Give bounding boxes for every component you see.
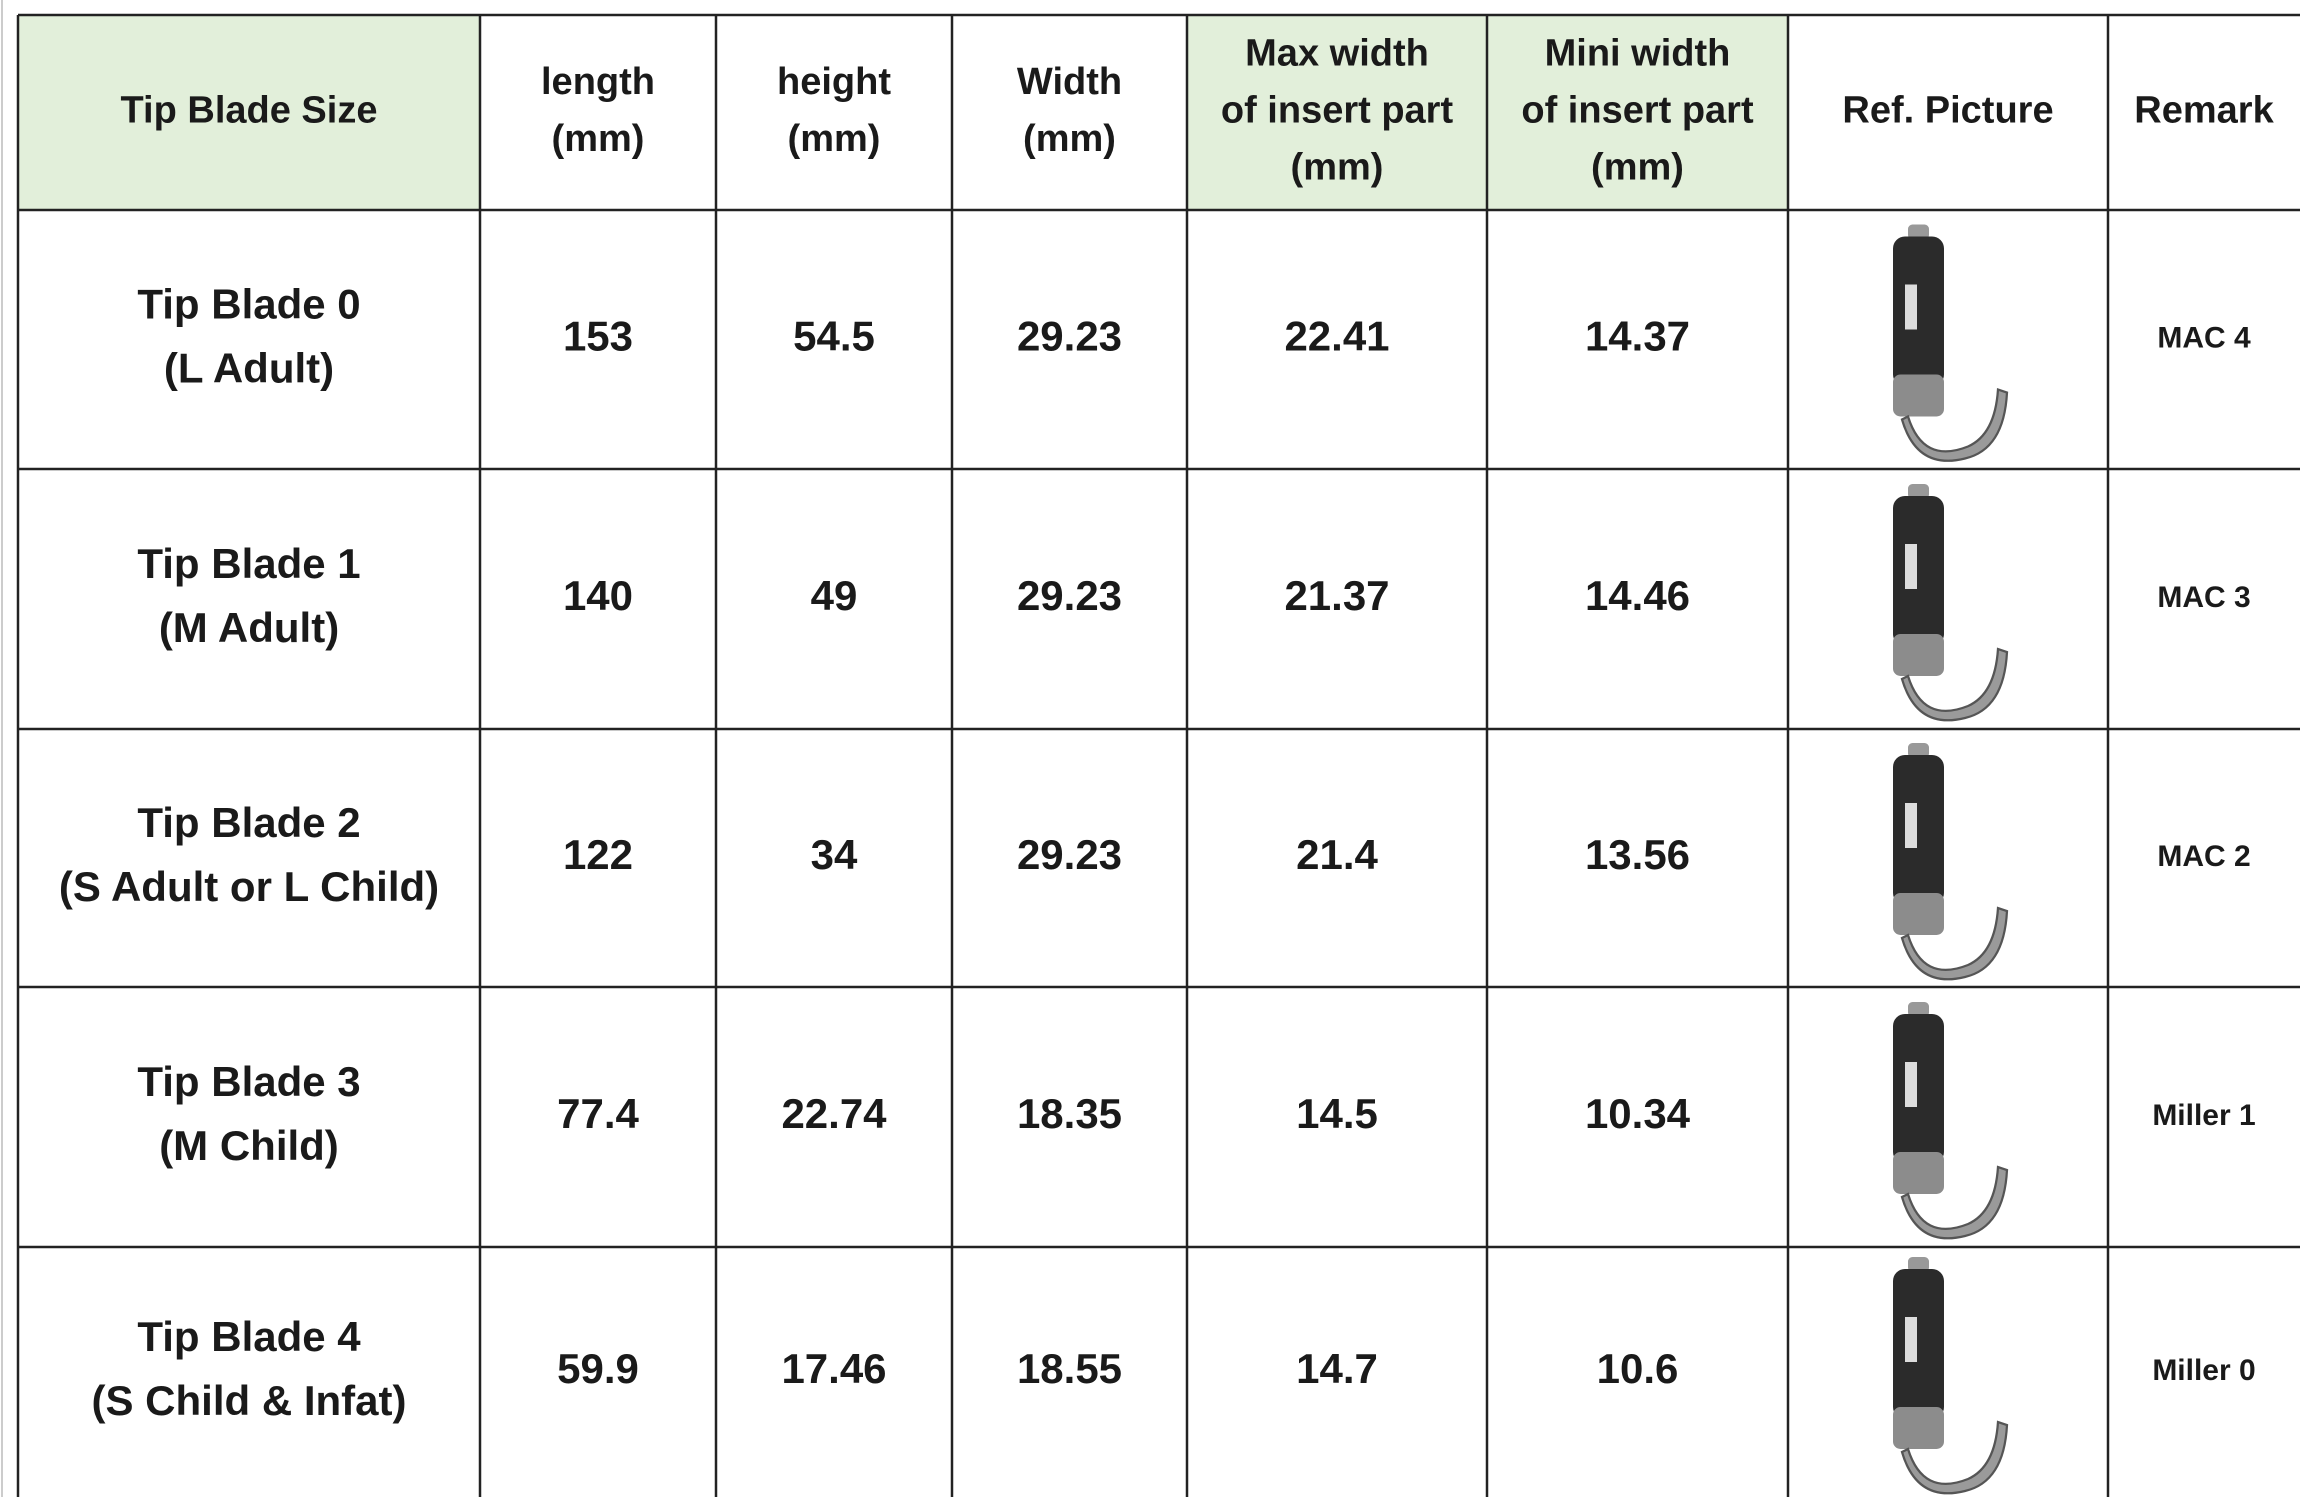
header-cell: of insert part — [1521, 90, 1754, 132]
value-cell: 54.5 — [793, 313, 875, 360]
remark-cell: Miller 1 — [2152, 1099, 2255, 1132]
row-name: (S Child & Infat) — [92, 1377, 407, 1424]
blade-picture — [1891, 224, 2009, 462]
header-cell: Width — [1017, 61, 1122, 103]
blade-picture — [1891, 1002, 2009, 1240]
value-cell: 29.23 — [1017, 572, 1122, 619]
header-shade — [1487, 15, 1788, 210]
value-cell: 14.5 — [1296, 1090, 1378, 1137]
header-cell: height — [777, 61, 891, 103]
header-cell: (mm) — [1291, 147, 1384, 189]
value-cell: 59.9 — [557, 1345, 639, 1392]
value-cell: 18.35 — [1017, 1090, 1122, 1137]
row-name: (S Adult or L Child) — [59, 863, 439, 910]
row-name: (M Adult) — [159, 604, 339, 651]
value-cell: 22.74 — [781, 1090, 887, 1137]
row-name: Tip Blade 1 — [137, 540, 360, 587]
value-cell: 22.41 — [1284, 313, 1389, 360]
value-cell: 10.34 — [1585, 1090, 1691, 1137]
value-cell: 10.6 — [1597, 1345, 1679, 1392]
header-cell: length — [541, 61, 655, 103]
row-name: Tip Blade 2 — [137, 799, 360, 846]
value-cell: 29.23 — [1017, 313, 1122, 360]
header-cell: (mm) — [552, 118, 645, 160]
header-shade — [18, 15, 480, 210]
remark-cell: MAC 2 — [2157, 840, 2250, 873]
value-cell: 14.7 — [1296, 1345, 1378, 1392]
row-name: Tip Blade 3 — [137, 1058, 360, 1105]
header-cell: (mm) — [788, 118, 881, 160]
blade-picture — [1891, 484, 2009, 722]
value-cell: 49 — [811, 572, 858, 619]
header-cell: of insert part — [1221, 90, 1454, 132]
row-name: (M Child) — [159, 1122, 339, 1169]
value-cell: 29.23 — [1017, 831, 1122, 878]
value-cell: 122 — [563, 831, 633, 878]
value-cell: 18.55 — [1017, 1345, 1122, 1392]
header-cell: Max width — [1245, 33, 1429, 75]
header-shade — [1187, 15, 1487, 210]
value-cell: 21.37 — [1284, 572, 1389, 619]
value-cell: 14.37 — [1585, 313, 1690, 360]
row-name: Tip Blade 4 — [137, 1313, 361, 1360]
header-cell: Mini width — [1545, 33, 1731, 75]
value-cell: 77.4 — [557, 1090, 639, 1137]
blade-picture — [1891, 1257, 2009, 1495]
value-cell: 21.4 — [1296, 831, 1378, 878]
remark-cell: Miller 0 — [2152, 1354, 2255, 1387]
value-cell: 17.46 — [781, 1345, 886, 1392]
header-cell: (mm) — [1023, 118, 1116, 160]
header-cell: Remark — [2134, 90, 2274, 132]
header-cell: Ref. Picture — [1842, 90, 2053, 132]
value-cell: 153 — [563, 313, 633, 360]
value-cell: 140 — [563, 572, 633, 619]
value-cell: 34 — [811, 831, 858, 878]
blade-picture — [1891, 743, 2009, 981]
header-cell: (mm) — [1591, 147, 1684, 189]
header-cell: Tip Blade Size — [121, 90, 378, 132]
value-cell: 14.46 — [1585, 572, 1690, 619]
row-name: (L Adult) — [164, 345, 334, 392]
remark-cell: MAC 4 — [2157, 321, 2251, 354]
remark-cell: MAC 3 — [2157, 581, 2250, 614]
row-name: Tip Blade 0 — [137, 281, 360, 328]
value-cell: 13.56 — [1585, 831, 1690, 878]
